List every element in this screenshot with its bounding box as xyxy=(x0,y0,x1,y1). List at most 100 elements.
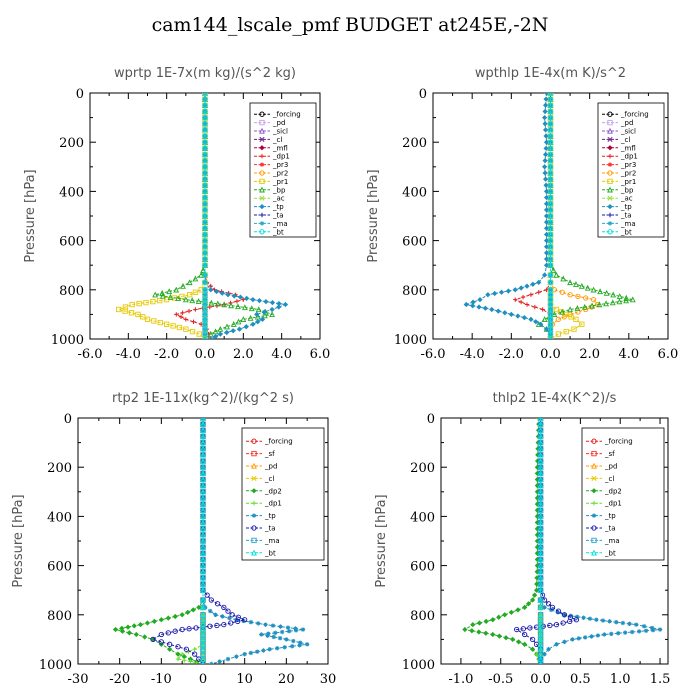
data-point xyxy=(202,297,208,302)
legend-entry: _ac xyxy=(272,195,285,203)
data-point xyxy=(202,93,208,96)
data-point xyxy=(529,636,536,643)
data-point xyxy=(538,495,543,501)
data-point xyxy=(266,631,271,636)
data-point xyxy=(555,608,562,614)
legend-box xyxy=(581,427,665,561)
data-point xyxy=(179,626,185,633)
data-point xyxy=(202,140,208,145)
data-point xyxy=(547,207,554,213)
x-tick-label: -6.0 xyxy=(420,347,445,362)
legend-entry: _ma xyxy=(264,537,280,545)
data-point xyxy=(244,295,250,302)
data-point xyxy=(537,482,544,489)
series-bt xyxy=(547,93,554,339)
data-point xyxy=(470,303,476,309)
data-point xyxy=(583,295,589,301)
data-point xyxy=(547,316,554,322)
data-point xyxy=(548,170,553,176)
data-point xyxy=(144,620,151,626)
data-point xyxy=(202,188,208,195)
data-point xyxy=(267,647,272,652)
data-point xyxy=(175,295,182,302)
data-point xyxy=(196,331,202,337)
data-point xyxy=(273,630,278,636)
data-point xyxy=(529,646,536,652)
data-point xyxy=(200,537,206,544)
data-point xyxy=(530,281,536,287)
data-point xyxy=(293,626,298,631)
data-point xyxy=(515,313,521,319)
x-tick-label: -1.0 xyxy=(448,672,473,687)
data-point xyxy=(200,433,206,440)
data-point xyxy=(202,250,208,256)
data-point xyxy=(643,628,649,633)
data-point xyxy=(234,654,239,659)
data-point xyxy=(568,613,574,618)
data-point xyxy=(192,651,198,657)
data-point xyxy=(200,550,206,556)
data-point xyxy=(542,176,549,182)
data-point xyxy=(547,182,554,188)
y-tick-label: 400 xyxy=(410,510,435,525)
legend-marker xyxy=(259,221,265,226)
data-point xyxy=(496,614,502,620)
y-tick-label: 1000 xyxy=(39,658,72,673)
data-point xyxy=(513,297,518,302)
data-point xyxy=(230,328,236,334)
data-point xyxy=(575,293,581,300)
data-point xyxy=(241,618,246,624)
y-tick-label: 200 xyxy=(402,136,427,151)
data-point xyxy=(547,201,554,207)
legend-entry: _ta xyxy=(604,525,616,533)
data-point xyxy=(543,133,549,139)
data-point xyxy=(173,286,180,293)
legend-marker xyxy=(591,525,597,531)
data-point xyxy=(250,321,256,327)
data-point xyxy=(202,292,208,297)
data-point xyxy=(649,625,655,631)
data-point xyxy=(597,288,604,295)
data-point xyxy=(503,635,509,641)
y-tick-label: 800 xyxy=(410,609,435,624)
x-tick-label: -4.0 xyxy=(460,347,485,362)
legend-marker xyxy=(607,203,613,210)
data-point xyxy=(228,620,234,626)
data-point xyxy=(510,636,516,643)
data-point xyxy=(561,612,568,618)
legend-marker xyxy=(251,475,257,481)
data-point xyxy=(641,624,647,629)
data-point xyxy=(548,297,553,302)
legend-marker xyxy=(591,450,597,457)
series-bt xyxy=(537,418,544,664)
legend-entry: _dp1 xyxy=(272,153,290,161)
data-point xyxy=(616,298,623,305)
data-point xyxy=(150,298,156,305)
legend-marker xyxy=(591,537,597,544)
data-point xyxy=(192,275,199,282)
data-point xyxy=(142,634,148,640)
data-point xyxy=(550,266,557,273)
data-point xyxy=(119,628,126,634)
series-dp2 xyxy=(462,418,544,664)
data-point xyxy=(476,620,483,626)
data-point xyxy=(498,289,505,295)
data-point xyxy=(208,608,213,614)
data-point xyxy=(495,308,501,314)
series-group xyxy=(116,93,289,339)
data-point xyxy=(224,323,230,330)
data-point xyxy=(276,304,282,310)
x-tick-label: 2.0 xyxy=(579,347,600,362)
data-point xyxy=(548,121,553,126)
data-point xyxy=(247,314,254,321)
legend-entry: _dp1 xyxy=(620,153,638,161)
data-point xyxy=(543,182,549,188)
data-point xyxy=(547,622,553,629)
data-point xyxy=(549,604,556,611)
data-point xyxy=(200,596,206,603)
data-point xyxy=(254,311,260,318)
data-point xyxy=(225,608,231,614)
legend-entry: _pr2 xyxy=(272,170,288,178)
series-group xyxy=(463,93,636,339)
data-point xyxy=(547,256,554,262)
